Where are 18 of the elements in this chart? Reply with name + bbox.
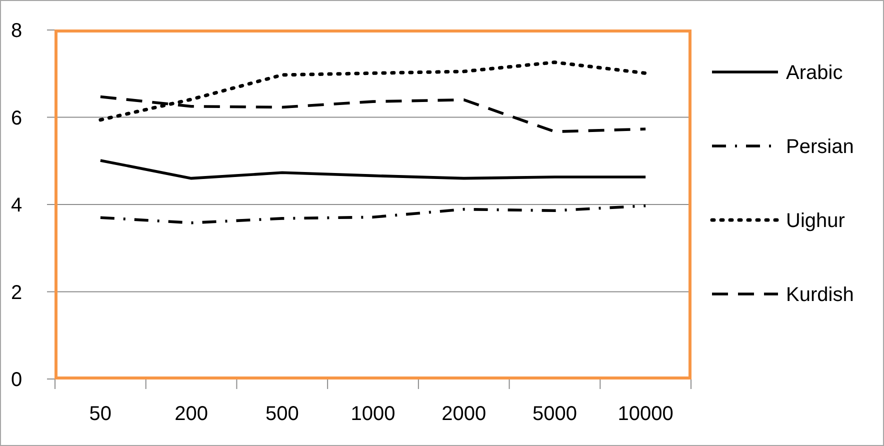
- legend-label: Kurdish: [786, 284, 854, 306]
- y-tick-label: 4: [11, 194, 22, 217]
- x-tick-label: 500: [265, 403, 299, 425]
- x-tick-label: 2000: [442, 403, 486, 425]
- y-tick-label: 0: [11, 369, 22, 392]
- x-tick-label: 1000: [350, 403, 396, 425]
- x-tick-label: 10000: [618, 403, 674, 425]
- x-tick-label: 50: [89, 403, 112, 425]
- x-tick-label: 5000: [532, 403, 577, 425]
- legend-label: Persian: [786, 136, 854, 158]
- line-series: [99, 159, 647, 180]
- line-series: [99, 204, 647, 224]
- y-tick-label: 2: [11, 282, 22, 304]
- legend-label: Uighur: [786, 210, 846, 232]
- legend-label: Arabic: [786, 62, 843, 84]
- x-tick-label: 200: [174, 403, 208, 425]
- y-tick-label: 8: [11, 20, 22, 42]
- y-tick-label: 6: [11, 107, 22, 130]
